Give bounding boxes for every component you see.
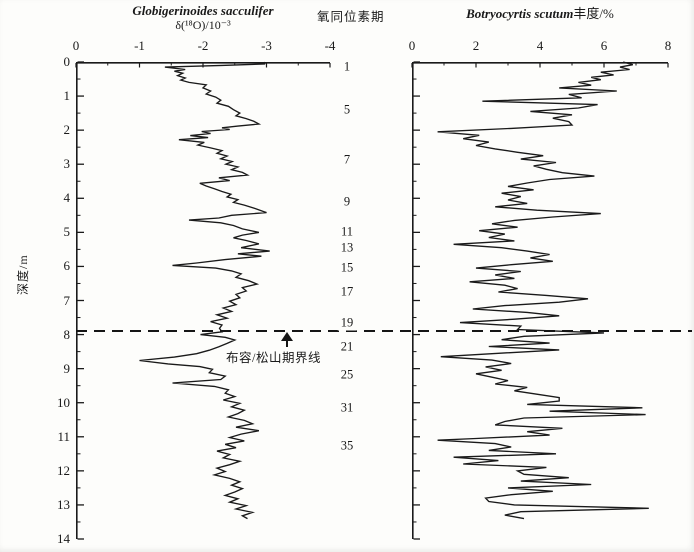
isotope-stage-label-1: 1 [340,59,354,75]
isotope-stage-label-25: 25 [337,367,357,383]
isotope-stage-label-35: 35 [337,438,357,454]
left-d18o-curve-plot [75,61,331,540]
right-panel-title: Botryocyrtis scutum丰度/% [412,3,668,22]
isotope-stage-label-5: 5 [340,102,354,118]
x-axis-tick-label: 4 [536,38,544,53]
depth-tick-label: 9 [63,360,71,376]
depth-tick-label: 5 [63,224,71,240]
isotope-stage-label-15: 15 [337,260,357,276]
x-axis-tick-label: -4 [324,38,336,53]
isotope-stage-label-17: 17 [337,284,357,300]
depth-tick-label: 11 [57,428,70,444]
depth-tick-label: 8 [63,326,71,342]
stage-column-header: 氧同位素期 [317,10,385,24]
right-panel-title-suffix: 丰度/% [573,6,614,21]
depth-tick-label: 0 [63,54,71,69]
depth-tick-label: 10 [57,394,70,410]
depth-tick-label: 2 [63,122,71,138]
depth-tick-label: 13 [57,496,70,512]
depth-axis-label: 深度/m [16,254,30,295]
x-axis-tick-label: 8 [664,38,672,53]
x-axis-tick-label: 0 [72,38,80,53]
x-axis-tick-label: 0 [408,38,416,53]
isotope-stage-label-7: 7 [340,152,354,168]
depth-tick-label: 12 [57,462,70,478]
boundary-marker-stem [286,341,288,347]
depth-tick-label: 1 [63,88,71,104]
left-panel-subtitle: δ(¹⁸O)/10⁻³ [175,18,231,32]
isotope-stage-label-19: 19 [337,315,357,331]
depth-tick-label: 4 [63,190,71,206]
left-panel-title: Globigerinoides sacculifer [132,3,274,18]
depth-tick-label: 14 [57,531,70,546]
brunhes-matuyama-boundary-line [76,330,692,332]
isotope-stage-label-31: 31 [337,400,357,416]
isotope-stage-label-13: 13 [337,240,357,256]
data-curve [437,61,649,520]
right-abundance-curve-plot [411,61,669,540]
boundary-label: 布容/松山期界线 [226,351,321,365]
boundary-marker-triangle-icon [281,332,293,341]
x-axis-tick-label: -2 [197,38,209,53]
isotope-stage-label-11: 11 [337,224,357,240]
depth-tick-label: 3 [63,156,71,172]
x-axis-tick-label: -3 [261,38,272,53]
x-axis-tick-label: -1 [134,38,145,53]
depth-tick-label: 6 [63,258,71,274]
isotope-stage-label-9: 9 [340,194,354,210]
right-panel-title-species: Botryocyrtis scutum [466,6,574,21]
isotope-stage-label-21: 21 [337,339,357,355]
depth-tick-label: 7 [63,292,71,308]
data-curve [139,61,270,520]
x-axis-tick-label: 6 [600,38,608,53]
x-axis-tick-label: 2 [472,38,480,53]
